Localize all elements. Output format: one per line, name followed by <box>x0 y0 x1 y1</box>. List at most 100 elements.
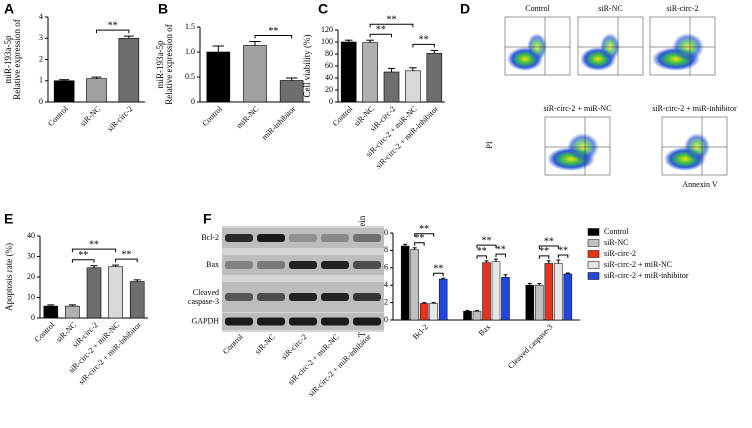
x-tick-label: Bcl-2 <box>411 322 430 341</box>
significance-label: ** <box>108 20 118 31</box>
x-tick-label: Cleaved caspase-3 <box>506 322 554 370</box>
significance-label: ** <box>387 14 397 25</box>
blot-row-label: Bax <box>206 260 219 269</box>
panel-letter: F <box>203 211 212 227</box>
significance-bracket <box>115 258 138 263</box>
x-tick-label: miR-inhibitor <box>260 104 298 142</box>
y-tick-label: 1.5 <box>185 22 195 31</box>
blot-band <box>289 317 317 326</box>
y-axis-label: Relative expression of <box>12 19 22 99</box>
error-bar <box>409 67 417 71</box>
significance-bracket <box>495 253 506 258</box>
blot-band <box>321 317 349 326</box>
bar <box>563 273 573 321</box>
bar <box>463 311 472 321</box>
significance-bracket <box>414 242 425 246</box>
flow-x-label: Annexin V <box>682 180 717 189</box>
x-tick-label: miR-NC <box>235 104 261 130</box>
legend-label: siR-circ-2 <box>604 249 636 258</box>
flow-y-label: PI <box>485 141 494 148</box>
y-tick-label: 10 <box>27 292 35 301</box>
panel-letter: A <box>4 1 14 17</box>
error-bar <box>430 49 439 54</box>
y-axis-label: Apoptosis rate (%) <box>4 243 14 311</box>
legend-label: Control <box>604 227 629 236</box>
significance-label: ** <box>414 233 424 244</box>
legend-label: siR-circ-2 + miR-inhibitor <box>604 271 689 280</box>
error-bar <box>90 265 98 268</box>
significance-bracket <box>96 29 130 34</box>
bar <box>400 245 410 321</box>
flow-title: siR-circ-2 + miR-inhibitor <box>652 104 737 113</box>
error-bar <box>565 272 570 274</box>
error-bar <box>431 302 436 304</box>
significance-bracket <box>254 35 293 39</box>
error-bar <box>212 45 225 52</box>
blot-row-label: Bcl-2 <box>201 233 219 242</box>
y-tick-label: 40 <box>27 231 35 240</box>
error-bar <box>387 67 396 72</box>
blot-row-label: caspase-3 <box>188 297 219 306</box>
error-bar <box>503 274 508 278</box>
bar <box>362 42 378 103</box>
blot-lane-label: siR-circ-2 + miR-inhibitor <box>307 332 373 398</box>
blot-strip <box>222 228 384 248</box>
significance-bracket <box>71 259 95 263</box>
significance-bracket <box>538 255 550 259</box>
bar <box>108 266 123 319</box>
blot-lane-label: siR-NC <box>253 332 277 356</box>
significance-label: ** <box>433 264 443 275</box>
panel-letter: C <box>318 1 328 17</box>
bar <box>501 277 510 321</box>
significance-bracket <box>369 23 414 28</box>
significance-bracket <box>433 272 444 277</box>
blot-band <box>321 234 349 242</box>
y-tick-label: 1 <box>39 76 43 85</box>
y-tick-label: 2 <box>39 54 43 63</box>
significance-bracket <box>476 244 497 249</box>
bar <box>525 284 535 321</box>
panel-letter: B <box>158 1 168 17</box>
significance-bracket <box>414 233 435 237</box>
flow-title: siR-NC <box>598 4 622 13</box>
error-bar <box>422 302 427 304</box>
legend-swatch <box>587 239 600 247</box>
y-axis-label: miR-193a-5p <box>155 40 165 88</box>
y-tick-label: 0 <box>191 97 195 106</box>
bar <box>43 305 59 319</box>
y-tick-label: 80 <box>325 49 333 58</box>
y-tick-label: 1.0 <box>185 47 195 56</box>
y-tick-label: 20 <box>325 85 333 94</box>
significance-label: ** <box>268 26 278 37</box>
blot-band <box>257 317 285 326</box>
y-tick-label: 30 <box>27 251 35 260</box>
bar <box>429 303 438 321</box>
blot-band <box>321 293 349 301</box>
bar <box>410 249 419 321</box>
flow-title: siR-circ-2 <box>667 4 699 13</box>
x-tick-label: Control <box>46 104 70 128</box>
legend-label: siR-NC <box>604 238 628 247</box>
error-bar <box>546 260 551 264</box>
error-bar <box>537 282 542 286</box>
flow-title: siR-circ-2 + miR-NC <box>543 104 611 113</box>
y-tick-label: 0.5 <box>185 72 195 81</box>
bar <box>426 53 443 103</box>
panel-letter: E <box>4 211 13 227</box>
bar <box>419 303 429 321</box>
y-tick-label: 0 <box>39 97 43 106</box>
y-tick-label: 100 <box>321 37 333 46</box>
flow-title: Control <box>525 4 550 13</box>
error-bar <box>123 35 134 39</box>
blot-lane-label: Control <box>221 332 245 356</box>
legend-swatch <box>587 261 600 269</box>
bar <box>482 262 491 321</box>
y-tick-label: 4 <box>39 12 43 21</box>
blot-row-label: GAPDH <box>191 316 219 325</box>
y-tick-label: 0 <box>31 313 35 322</box>
x-tick-label: Bax <box>477 322 492 337</box>
error-bar <box>285 77 298 81</box>
error-bar <box>556 259 561 264</box>
y-tick-label: 60 <box>325 61 333 70</box>
bar <box>535 284 544 321</box>
